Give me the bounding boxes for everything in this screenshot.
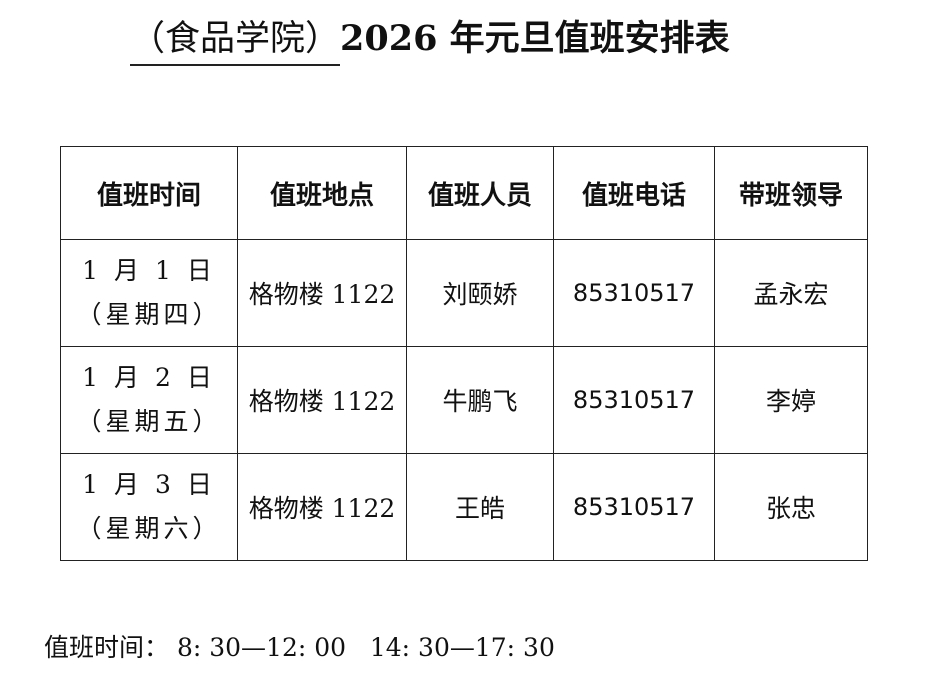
document-title: （食品学院）2026 年元旦值班安排表 — [130, 16, 730, 66]
title-main: 2026 年元旦值班安排表 — [340, 18, 730, 59]
cell-phone: 85310517 — [553, 346, 715, 454]
duty-schedule-table: 值班时间 值班地点 值班人员 值班电话 带班领导 1 月 1 日 （星期四） 格物… — [60, 146, 868, 561]
header-location: 值班地点 — [237, 146, 407, 240]
cell-leader: 李婷 — [714, 346, 868, 454]
date-text: 1 月 2 日 — [82, 363, 216, 392]
header-staff: 值班人员 — [406, 146, 554, 240]
cell-location: 格物楼 1122 — [237, 239, 407, 347]
header-leader: 带班领导 — [714, 146, 868, 240]
table-row: 1 月 2 日 （星期五） 格物楼 1122 牛鹏飞 85310517 李婷 — [60, 346, 868, 454]
cell-leader: 孟永宏 — [714, 239, 868, 347]
cell-date: 1 月 3 日 （星期六） — [60, 453, 238, 561]
cell-phone: 85310517 — [553, 239, 715, 347]
weekday-text: （星期四） — [76, 300, 222, 329]
duty-hours-note: 值班时间： 8: 30—12: 00 14: 30—17: 30 — [44, 633, 555, 662]
cell-date: 1 月 1 日 （星期四） — [60, 239, 238, 347]
weekday-text: （星期六） — [76, 514, 222, 543]
cell-staff: 刘颐娇 — [406, 239, 554, 347]
header-phone: 值班电话 — [553, 146, 715, 240]
date-text: 1 月 3 日 — [82, 470, 216, 499]
weekday-text: （星期五） — [76, 407, 222, 436]
date-text: 1 月 1 日 — [82, 256, 216, 285]
header-time: 值班时间 — [60, 146, 238, 240]
cell-staff: 牛鹏飞 — [406, 346, 554, 454]
title-org: （食品学院） — [130, 16, 341, 66]
cell-leader: 张忠 — [714, 453, 868, 561]
table-header-row: 值班时间 值班地点 值班人员 值班电话 带班领导 — [60, 146, 868, 240]
cell-date: 1 月 2 日 （星期五） — [60, 346, 238, 454]
table-row: 1 月 3 日 （星期六） 格物楼 1122 王皓 85310517 张忠 — [60, 453, 868, 561]
table-row: 1 月 1 日 （星期四） 格物楼 1122 刘颐娇 85310517 孟永宏 — [60, 239, 868, 347]
cell-phone: 85310517 — [553, 453, 715, 561]
cell-location: 格物楼 1122 — [237, 453, 407, 561]
cell-staff: 王皓 — [406, 453, 554, 561]
cell-location: 格物楼 1122 — [237, 346, 407, 454]
